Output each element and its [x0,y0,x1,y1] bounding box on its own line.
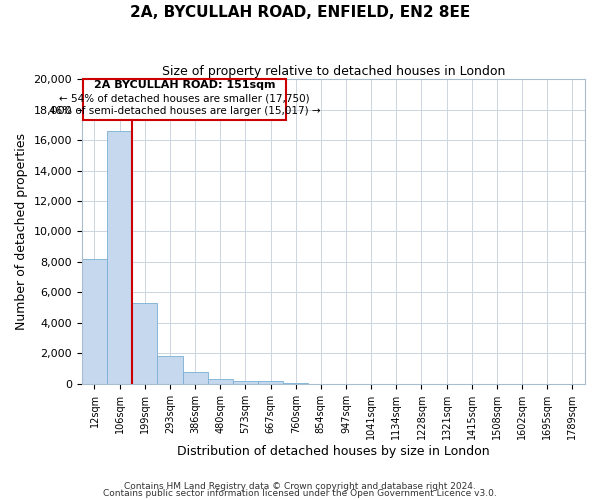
Bar [107,131,132,384]
Bar [83,79,286,120]
Bar [157,356,182,384]
Bar [182,372,208,384]
Text: 46% of semi-detached houses are larger (15,017) →: 46% of semi-detached houses are larger (… [49,106,320,116]
Bar [283,383,308,384]
Text: 2A, BYCULLAH ROAD, ENFIELD, EN2 8EE: 2A, BYCULLAH ROAD, ENFIELD, EN2 8EE [130,5,470,20]
Bar [208,378,233,384]
Text: Contains public sector information licensed under the Open Government Licence v3: Contains public sector information licen… [103,490,497,498]
Text: Contains HM Land Registry data © Crown copyright and database right 2024.: Contains HM Land Registry data © Crown c… [124,482,476,491]
Bar [258,382,283,384]
X-axis label: Distribution of detached houses by size in London: Distribution of detached houses by size … [177,444,490,458]
Title: Size of property relative to detached houses in London: Size of property relative to detached ho… [162,65,505,78]
Text: ← 54% of detached houses are smaller (17,750): ← 54% of detached houses are smaller (17… [59,94,310,104]
Bar [233,382,258,384]
Text: 2A BYCULLAH ROAD: 151sqm: 2A BYCULLAH ROAD: 151sqm [94,80,275,90]
Bar [132,303,157,384]
Y-axis label: Number of detached properties: Number of detached properties [15,133,28,330]
Bar [82,259,107,384]
